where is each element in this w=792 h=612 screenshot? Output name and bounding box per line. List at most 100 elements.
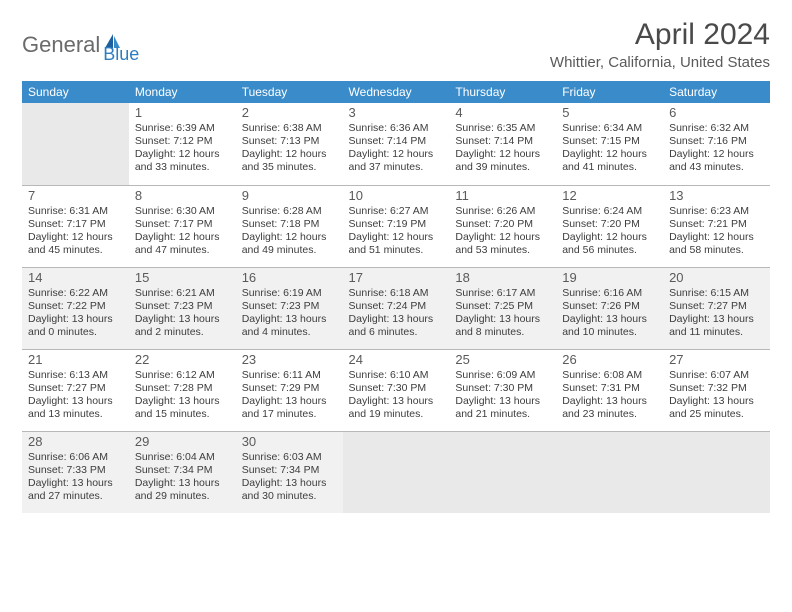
day-number: 28: [28, 434, 123, 449]
sunrise-line: Sunrise: 6:35 AM: [455, 122, 550, 135]
sunset-line: Sunset: 7:20 PM: [455, 218, 550, 231]
day-number: 12: [562, 188, 657, 203]
calendar-cell: 5Sunrise: 6:34 AMSunset: 7:15 PMDaylight…: [556, 103, 663, 185]
daylight-line: Daylight: 13 hours and 19 minutes.: [349, 395, 444, 421]
sunrise-line: Sunrise: 6:39 AM: [135, 122, 230, 135]
sunrise-line: Sunrise: 6:31 AM: [28, 205, 123, 218]
calendar-cell: 20Sunrise: 6:15 AMSunset: 7:27 PMDayligh…: [663, 267, 770, 349]
calendar-cell: 27Sunrise: 6:07 AMSunset: 7:32 PMDayligh…: [663, 349, 770, 431]
daylight-line: Daylight: 13 hours and 21 minutes.: [455, 395, 550, 421]
sunset-line: Sunset: 7:13 PM: [242, 135, 337, 148]
sunrise-line: Sunrise: 6:21 AM: [135, 287, 230, 300]
sunrise-line: Sunrise: 6:15 AM: [669, 287, 764, 300]
calendar-row: 14Sunrise: 6:22 AMSunset: 7:22 PMDayligh…: [22, 267, 770, 349]
sunrise-line: Sunrise: 6:11 AM: [242, 369, 337, 382]
sunset-line: Sunset: 7:25 PM: [455, 300, 550, 313]
sunset-line: Sunset: 7:31 PM: [562, 382, 657, 395]
sunset-line: Sunset: 7:20 PM: [562, 218, 657, 231]
sunset-line: Sunset: 7:16 PM: [669, 135, 764, 148]
daylight-line: Daylight: 13 hours and 10 minutes.: [562, 313, 657, 339]
calendar-table: Sunday Monday Tuesday Wednesday Thursday…: [22, 81, 770, 513]
sunrise-line: Sunrise: 6:30 AM: [135, 205, 230, 218]
calendar-cell: 21Sunrise: 6:13 AMSunset: 7:27 PMDayligh…: [22, 349, 129, 431]
daylight-line: Daylight: 13 hours and 23 minutes.: [562, 395, 657, 421]
day-number: 27: [669, 352, 764, 367]
sunrise-line: Sunrise: 6:08 AM: [562, 369, 657, 382]
daylight-line: Daylight: 13 hours and 0 minutes.: [28, 313, 123, 339]
logo-text-general: General: [22, 32, 100, 58]
day-number: 10: [349, 188, 444, 203]
calendar-cell: 4Sunrise: 6:35 AMSunset: 7:14 PMDaylight…: [449, 103, 556, 185]
sunrise-line: Sunrise: 6:34 AM: [562, 122, 657, 135]
sunset-line: Sunset: 7:14 PM: [349, 135, 444, 148]
day-number: 17: [349, 270, 444, 285]
calendar-cell: 18Sunrise: 6:17 AMSunset: 7:25 PMDayligh…: [449, 267, 556, 349]
sunrise-line: Sunrise: 6:26 AM: [455, 205, 550, 218]
sunset-line: Sunset: 7:24 PM: [349, 300, 444, 313]
calendar-cell: 26Sunrise: 6:08 AMSunset: 7:31 PMDayligh…: [556, 349, 663, 431]
day-number: 13: [669, 188, 764, 203]
sunset-line: Sunset: 7:30 PM: [349, 382, 444, 395]
sunrise-line: Sunrise: 6:06 AM: [28, 451, 123, 464]
daylight-line: Daylight: 13 hours and 27 minutes.: [28, 477, 123, 503]
calendar-cell: [663, 431, 770, 513]
calendar-cell: 25Sunrise: 6:09 AMSunset: 7:30 PMDayligh…: [449, 349, 556, 431]
day-number: 19: [562, 270, 657, 285]
calendar-cell: 9Sunrise: 6:28 AMSunset: 7:18 PMDaylight…: [236, 185, 343, 267]
col-header: Saturday: [663, 81, 770, 103]
day-number: 11: [455, 188, 550, 203]
day-number: 3: [349, 105, 444, 120]
daylight-line: Daylight: 13 hours and 25 minutes.: [669, 395, 764, 421]
sunrise-line: Sunrise: 6:24 AM: [562, 205, 657, 218]
daylight-line: Daylight: 13 hours and 8 minutes.: [455, 313, 550, 339]
sunrise-line: Sunrise: 6:36 AM: [349, 122, 444, 135]
calendar-cell: [22, 103, 129, 185]
calendar-header-row: Sunday Monday Tuesday Wednesday Thursday…: [22, 81, 770, 103]
calendar-cell: 17Sunrise: 6:18 AMSunset: 7:24 PMDayligh…: [343, 267, 450, 349]
col-header: Monday: [129, 81, 236, 103]
daylight-line: Daylight: 12 hours and 53 minutes.: [455, 231, 550, 257]
day-number: 22: [135, 352, 230, 367]
calendar-cell: 14Sunrise: 6:22 AMSunset: 7:22 PMDayligh…: [22, 267, 129, 349]
sunrise-line: Sunrise: 6:18 AM: [349, 287, 444, 300]
calendar-cell: 16Sunrise: 6:19 AMSunset: 7:23 PMDayligh…: [236, 267, 343, 349]
sunset-line: Sunset: 7:15 PM: [562, 135, 657, 148]
sunrise-line: Sunrise: 6:03 AM: [242, 451, 337, 464]
col-header: Wednesday: [343, 81, 450, 103]
sunrise-line: Sunrise: 6:22 AM: [28, 287, 123, 300]
calendar-body: 1Sunrise: 6:39 AMSunset: 7:12 PMDaylight…: [22, 103, 770, 513]
day-number: 4: [455, 105, 550, 120]
calendar-cell: 11 Sunrise: 6:26 AMSunset: 7:20 PMDayligh…: [449, 185, 556, 267]
calendar-cell: 15Sunrise: 6:21 AMSunset: 7:23 PMDayligh…: [129, 267, 236, 349]
day-number: 24: [349, 352, 444, 367]
title-block: April 2024 Whittier, California, United …: [550, 18, 770, 71]
daylight-line: Daylight: 12 hours and 58 minutes.: [669, 231, 764, 257]
sunrise-line: Sunrise: 6:12 AM: [135, 369, 230, 382]
sunrise-line: Sunrise: 6:38 AM: [242, 122, 337, 135]
col-header: Tuesday: [236, 81, 343, 103]
daylight-line: Daylight: 13 hours and 4 minutes.: [242, 313, 337, 339]
sunrise-line: Sunrise: 6:16 AM: [562, 287, 657, 300]
day-number: 6: [669, 105, 764, 120]
day-number: 9: [242, 188, 337, 203]
daylight-line: Daylight: 12 hours and 39 minutes.: [455, 148, 550, 174]
sunset-line: Sunset: 7:28 PM: [135, 382, 230, 395]
sunset-line: Sunset: 7:21 PM: [669, 218, 764, 231]
daylight-line: Daylight: 13 hours and 13 minutes.: [28, 395, 123, 421]
daylight-line: Daylight: 12 hours and 56 minutes.: [562, 231, 657, 257]
sunset-line: Sunset: 7:34 PM: [242, 464, 337, 477]
col-header: Thursday: [449, 81, 556, 103]
sunset-line: Sunset: 7:29 PM: [242, 382, 337, 395]
daylight-line: Daylight: 12 hours and 35 minutes.: [242, 148, 337, 174]
daylight-line: Daylight: 12 hours and 47 minutes.: [135, 231, 230, 257]
calendar-cell: 23Sunrise: 6:11 AMSunset: 7:29 PMDayligh…: [236, 349, 343, 431]
day-number: 30: [242, 434, 337, 449]
page-header: General Blue April 2024 Whittier, Califo…: [22, 18, 770, 71]
sunset-line: Sunset: 7:32 PM: [669, 382, 764, 395]
calendar-cell: 13Sunrise: 6:23 AMSunset: 7:21 PMDayligh…: [663, 185, 770, 267]
sunset-line: Sunset: 7:34 PM: [135, 464, 230, 477]
calendar-cell: 12 Sunrise: 6:24 AMSunset: 7:20 PMDayligh…: [556, 185, 663, 267]
daylight-line: Daylight: 12 hours and 45 minutes.: [28, 231, 123, 257]
daylight-line: Daylight: 13 hours and 2 minutes.: [135, 313, 230, 339]
calendar-cell: 24Sunrise: 6:10 AMSunset: 7:30 PMDayligh…: [343, 349, 450, 431]
